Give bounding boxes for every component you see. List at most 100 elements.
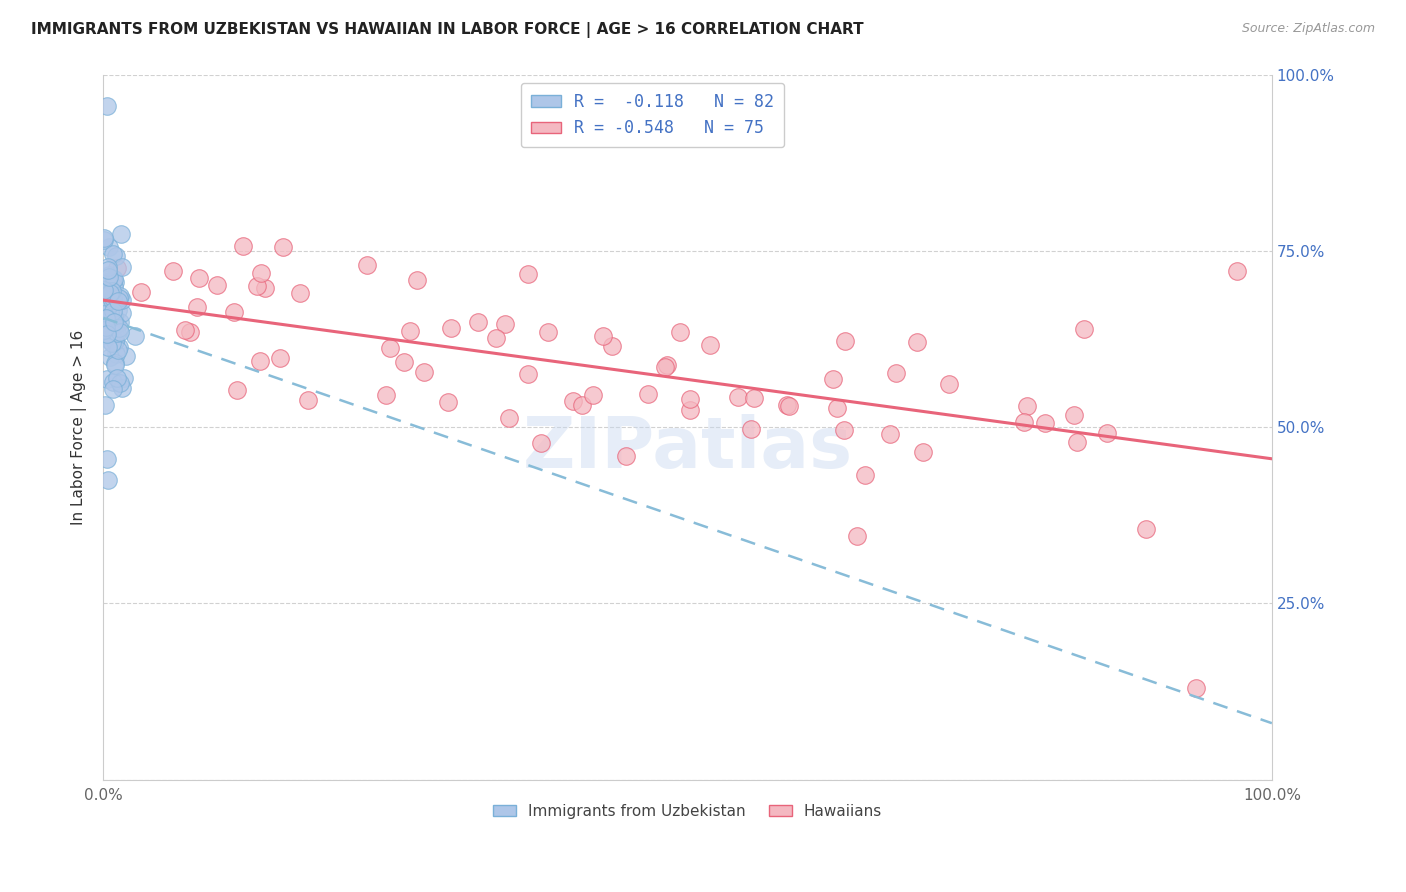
Point <box>103 334 125 349</box>
Point <box>637 387 659 401</box>
Point <box>1014 415 1036 429</box>
Point <box>101 293 124 307</box>
Point <box>104 356 127 370</box>
Point <box>1035 416 1057 430</box>
Point <box>93 230 115 244</box>
Point <box>93 283 115 297</box>
Point <box>93 322 115 336</box>
Point <box>1017 399 1039 413</box>
Point <box>108 376 131 390</box>
Point <box>98 333 121 347</box>
Point <box>827 401 849 416</box>
Point <box>94 320 117 334</box>
Point <box>101 336 124 351</box>
Point <box>855 467 877 482</box>
Point <box>374 388 396 402</box>
Point <box>679 402 702 417</box>
Point <box>111 293 134 307</box>
Point <box>905 334 928 349</box>
Point <box>96 451 118 466</box>
Point <box>97 288 120 302</box>
Point <box>1135 523 1157 537</box>
Point <box>439 321 461 335</box>
Point <box>94 327 117 342</box>
Y-axis label: In Labor Force | Age > 16: In Labor Force | Age > 16 <box>72 329 87 524</box>
Point <box>93 233 115 247</box>
Point <box>657 358 679 372</box>
Point <box>225 383 247 397</box>
Point <box>582 388 605 402</box>
Point <box>98 286 121 301</box>
Point <box>96 99 118 113</box>
Point <box>246 279 269 293</box>
Point <box>378 342 401 356</box>
Point <box>96 311 118 326</box>
Point <box>108 325 131 339</box>
Point <box>494 317 516 331</box>
Point <box>297 393 319 408</box>
Point <box>517 368 540 382</box>
Point <box>173 323 195 337</box>
Point <box>516 267 538 281</box>
Point <box>884 366 907 380</box>
Point <box>101 285 124 299</box>
Point <box>103 315 125 329</box>
Point <box>97 240 120 254</box>
Point <box>103 276 125 290</box>
Text: ZIPatlas: ZIPatlas <box>523 414 852 483</box>
Point <box>188 270 211 285</box>
Point <box>93 321 115 335</box>
Point <box>98 305 121 319</box>
Point <box>97 268 120 283</box>
Point <box>100 297 122 311</box>
Point <box>97 312 120 326</box>
Point <box>105 371 128 385</box>
Point <box>108 315 131 329</box>
Point <box>105 326 128 340</box>
Point <box>1185 681 1208 695</box>
Point <box>727 390 749 404</box>
Point <box>288 285 311 300</box>
Point <box>93 285 115 299</box>
Point <box>111 381 134 395</box>
Point <box>101 303 124 318</box>
Point <box>249 266 271 280</box>
Point <box>97 271 120 285</box>
Point <box>406 273 429 287</box>
Point <box>103 375 125 389</box>
Point <box>103 272 125 286</box>
Point <box>97 260 120 274</box>
Point <box>394 355 416 369</box>
Point <box>107 303 129 318</box>
Point <box>105 249 128 263</box>
Point <box>1095 426 1118 441</box>
Point <box>834 334 856 349</box>
Point <box>222 304 245 318</box>
Point <box>776 398 799 412</box>
Point <box>107 291 129 305</box>
Point <box>111 260 134 274</box>
Point <box>699 338 721 352</box>
Point <box>93 322 115 336</box>
Point <box>562 393 585 408</box>
Point <box>740 422 762 436</box>
Point <box>104 293 127 308</box>
Point <box>273 240 295 254</box>
Point <box>98 270 121 285</box>
Point <box>101 292 124 306</box>
Point <box>846 529 869 543</box>
Point <box>94 312 117 326</box>
Point <box>103 310 125 324</box>
Point <box>104 358 127 372</box>
Point <box>105 260 128 275</box>
Point <box>467 315 489 329</box>
Point <box>911 445 934 459</box>
Point <box>93 307 115 321</box>
Point <box>654 359 676 374</box>
Point <box>104 326 127 341</box>
Point <box>186 300 208 314</box>
Point <box>823 372 845 386</box>
Point <box>103 273 125 287</box>
Point <box>94 398 117 412</box>
Point <box>115 350 138 364</box>
